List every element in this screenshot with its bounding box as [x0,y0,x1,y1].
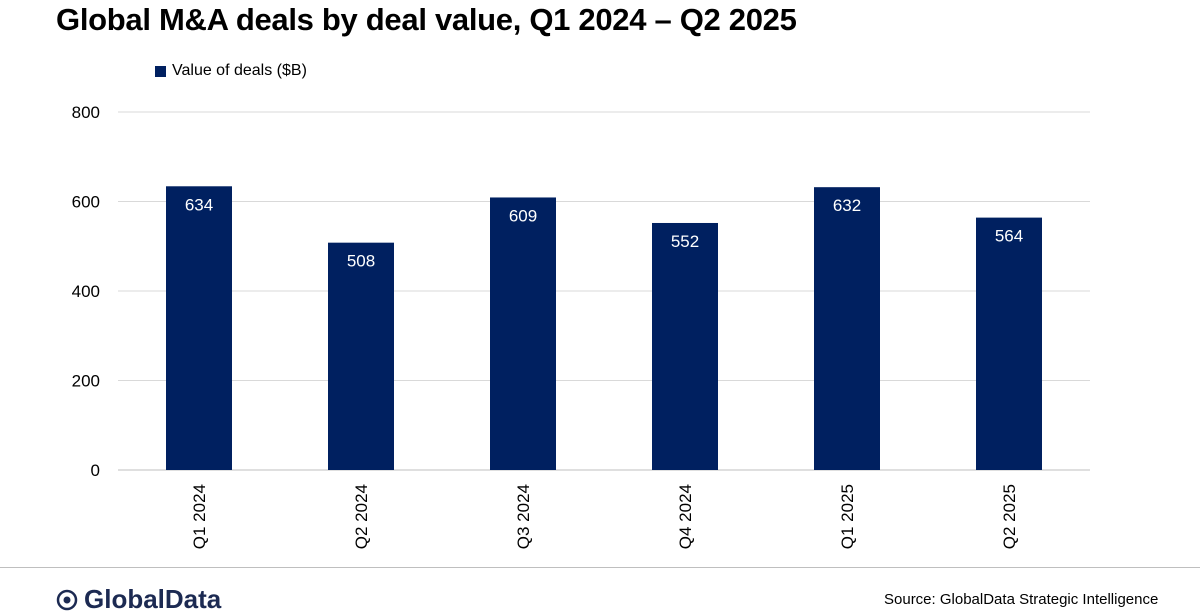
data-label: 632 [833,196,861,215]
legend-label: Value of deals ($B) [172,62,307,79]
chart-title: Global M&A deals by deal value, Q1 2024 … [56,2,797,37]
bar-chart: 0 200 400 600 800 634 Q1 2024 508 Q2 2024 609 Q3 2… [72,103,1090,549]
x-tick-label: Q3 2024 [514,484,533,549]
x-tick-label: Q2 2025 [1000,484,1019,549]
legend-swatch [155,65,166,77]
y-tick-label: 0 [91,461,100,480]
bar [814,187,880,470]
y-tick-label: 400 [72,282,100,301]
footer-divider [0,567,1200,568]
x-tick-label: Q1 2024 [190,484,209,549]
x-tick-label: Q2 2024 [352,484,371,549]
data-label: 634 [185,195,213,214]
bar [328,242,394,470]
x-tick-label: Q1 2025 [838,484,857,549]
data-label: 564 [995,227,1023,246]
chart-legend: Value of deals ($B) [155,62,307,80]
bar [166,186,232,470]
data-label: 609 [509,206,537,225]
data-label: 552 [671,232,699,251]
x-tick-label: Q4 2024 [676,484,695,549]
bar [652,222,718,470]
bar [976,217,1042,470]
data-label: 508 [347,252,375,271]
y-tick-label: 600 [72,193,100,212]
y-tick-label: 800 [72,103,100,122]
bar [490,197,556,470]
y-tick-label: 200 [72,372,100,391]
